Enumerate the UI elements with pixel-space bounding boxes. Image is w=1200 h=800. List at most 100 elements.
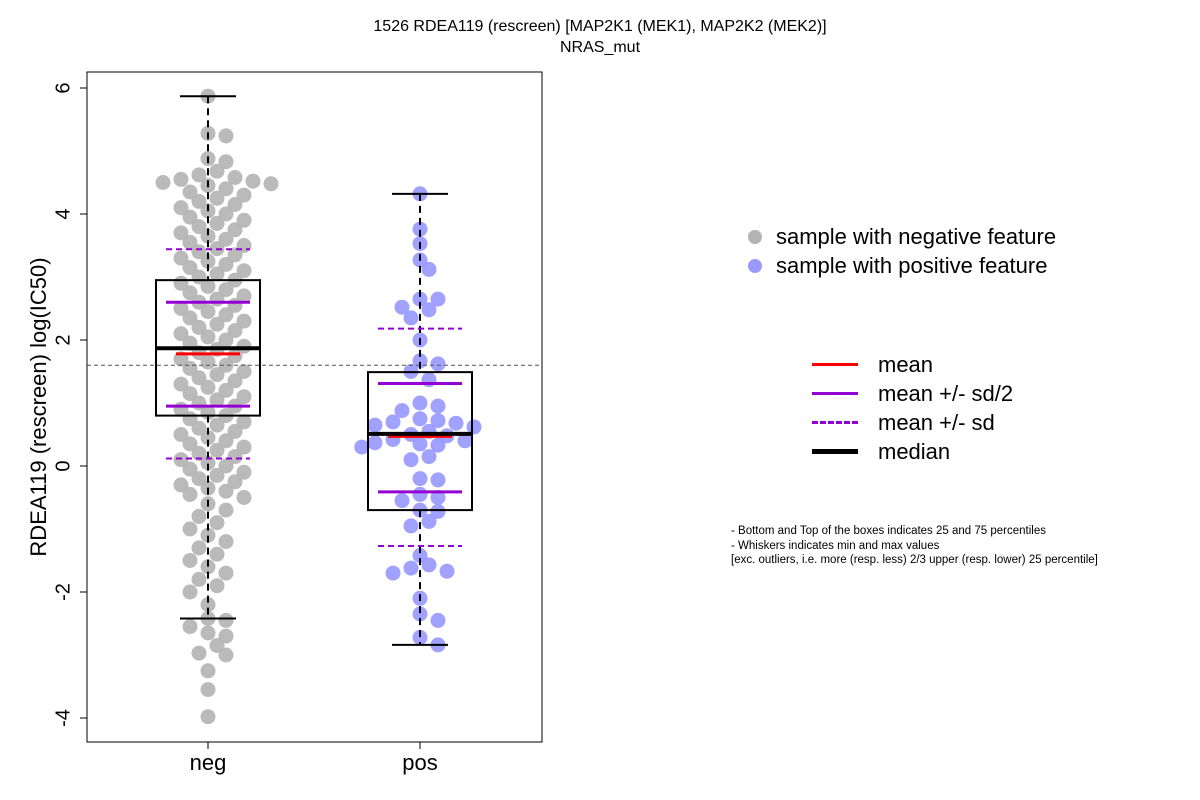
data-point-neg	[210, 164, 225, 179]
data-point-neg	[210, 191, 225, 206]
data-point-pos	[431, 399, 446, 414]
data-point-neg	[264, 176, 279, 191]
data-point-neg	[183, 619, 198, 634]
note-line-2: - Whiskers indicates min and max values	[731, 539, 1098, 554]
note-line-1: - Bottom and Top of the boxes indicates …	[731, 524, 1098, 539]
data-point-pos	[404, 310, 419, 325]
x-tick-label-pos: pos	[402, 750, 437, 775]
median-line-swatch	[812, 449, 858, 454]
data-point-neg	[192, 540, 207, 555]
data-point-neg	[201, 380, 216, 395]
data-point-neg	[219, 128, 234, 143]
data-point-neg	[201, 355, 216, 370]
data-point-neg	[174, 172, 189, 187]
data-point-neg	[201, 329, 216, 344]
mean-line-swatch	[812, 363, 858, 366]
legend-label-median: median	[878, 437, 950, 466]
data-point-neg	[210, 547, 225, 562]
y-tick-label: 6	[52, 82, 74, 93]
data-point-pos	[395, 493, 410, 508]
data-point-pos	[413, 396, 428, 411]
data-point-pos	[440, 564, 455, 579]
data-point-neg	[201, 663, 216, 678]
sd-line-swatch	[812, 421, 858, 424]
points-legend: sample with negative feature sample with…	[748, 222, 1148, 280]
chart-title: 1526 RDEA119 (rescreen) [MAP2K1 (MEK1), …	[0, 18, 1200, 36]
data-point-pos	[413, 411, 428, 426]
data-point-pos	[422, 449, 437, 464]
legend-item-median: median	[812, 437, 1112, 466]
data-point-pos	[422, 262, 437, 277]
data-point-neg	[210, 468, 225, 483]
data-point-pos	[422, 514, 437, 529]
legend-item-half-sd: mean +/- sd/2	[812, 379, 1112, 408]
data-point-neg	[192, 572, 207, 587]
data-point-neg	[201, 304, 216, 319]
data-point-neg	[210, 578, 225, 593]
legend-label-sd: mean +/- sd	[878, 408, 995, 437]
data-point-neg	[219, 484, 234, 499]
legend-item-positive: sample with positive feature	[748, 251, 1148, 280]
y-tick-label: 2	[52, 334, 74, 345]
legend-label-half-sd: mean +/- sd/2	[878, 379, 1013, 408]
y-tick-label: 4	[52, 208, 74, 219]
data-point-neg	[210, 317, 225, 332]
data-point-pos	[404, 452, 419, 467]
x-tick-label-neg: neg	[190, 750, 227, 775]
data-point-neg	[210, 292, 225, 307]
data-point-neg	[219, 648, 234, 663]
data-point-pos	[431, 356, 446, 371]
data-point-neg	[210, 418, 225, 433]
data-point-pos	[368, 418, 383, 433]
data-point-pos	[449, 416, 464, 431]
data-point-pos	[404, 518, 419, 533]
data-point-pos	[413, 471, 428, 486]
legend-label-negative: sample with negative feature	[776, 222, 1056, 251]
data-point-pos	[386, 566, 401, 581]
data-point-neg	[237, 490, 252, 505]
legend-item-sd: mean +/- sd	[812, 408, 1112, 437]
chart-subtitle: NRAS_mut	[0, 39, 1200, 57]
data-point-pos	[413, 487, 428, 502]
data-point-neg	[219, 613, 234, 628]
data-point-neg	[219, 503, 234, 518]
chart-notes: - Bottom and Top of the boxes indicates …	[731, 524, 1098, 568]
data-point-pos	[368, 435, 383, 450]
legend-item-mean: mean	[812, 350, 1112, 379]
data-point-pos	[422, 302, 437, 317]
data-point-neg	[210, 367, 225, 382]
data-point-pos	[431, 472, 446, 487]
y-axis-label: RDEA119 (rescreen) log(IC50)	[26, 257, 51, 556]
half-sd-line-swatch	[812, 392, 858, 395]
data-point-neg	[201, 709, 216, 724]
data-point-neg	[183, 522, 198, 537]
negative-sample-swatch	[748, 230, 762, 244]
data-point-neg	[201, 626, 216, 641]
lines-legend: mean mean +/- sd/2 mean +/- sd median	[812, 350, 1112, 466]
y-tick-label: -4	[52, 709, 74, 727]
data-point-neg	[192, 646, 207, 661]
data-point-pos	[431, 613, 446, 628]
legend-item-negative: sample with negative feature	[748, 222, 1148, 251]
legend-label-positive: sample with positive feature	[776, 251, 1047, 280]
data-point-pos	[386, 414, 401, 429]
y-tick-label: 0	[52, 460, 74, 471]
data-point-neg	[183, 585, 198, 600]
data-point-neg	[219, 534, 234, 549]
data-point-neg	[156, 175, 171, 190]
data-point-neg	[210, 515, 225, 530]
data-point-pos	[422, 557, 437, 572]
note-line-3: [exc. outliers, i.e. more (resp. less) 2…	[731, 553, 1098, 568]
data-point-pos	[404, 561, 419, 576]
data-point-neg	[219, 566, 234, 581]
positive-sample-swatch	[748, 259, 762, 273]
data-point-neg	[210, 216, 225, 231]
data-point-neg	[192, 509, 207, 524]
legend-label-mean: mean	[878, 350, 933, 379]
data-point-neg	[183, 553, 198, 568]
data-point-pos	[413, 436, 428, 451]
data-point-neg	[210, 266, 225, 281]
data-point-neg	[210, 443, 225, 458]
data-point-neg	[183, 487, 198, 502]
data-point-neg	[201, 682, 216, 697]
